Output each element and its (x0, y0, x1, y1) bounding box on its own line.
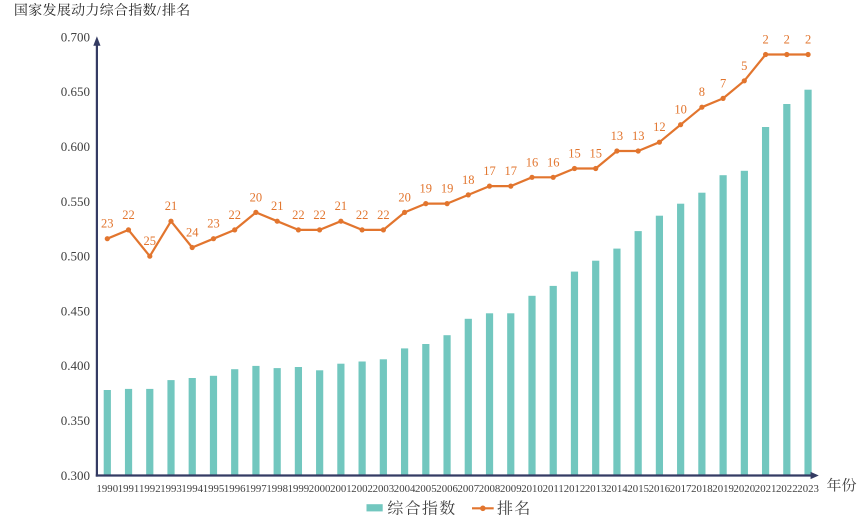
svg-text:2009: 2009 (500, 483, 522, 495)
svg-text:0.650: 0.650 (61, 84, 90, 99)
svg-text:2022: 2022 (776, 483, 798, 495)
svg-text:25: 25 (144, 234, 157, 248)
svg-text:22: 22 (228, 208, 241, 222)
svg-text:21: 21 (335, 199, 348, 213)
svg-text:2005: 2005 (415, 483, 437, 495)
svg-text:2015: 2015 (627, 483, 649, 495)
svg-text:12: 12 (653, 120, 666, 134)
svg-text:8: 8 (699, 85, 705, 99)
svg-text:2010: 2010 (521, 483, 543, 495)
svg-text:16: 16 (526, 155, 539, 169)
svg-text:22: 22 (377, 208, 390, 222)
svg-text:1995: 1995 (203, 483, 225, 495)
svg-text:7: 7 (720, 76, 726, 90)
svg-text:2001: 2001 (330, 483, 352, 495)
svg-text:21: 21 (271, 199, 284, 213)
svg-text:22: 22 (292, 208, 305, 222)
svg-text:2013: 2013 (585, 483, 607, 495)
svg-text:17: 17 (505, 164, 518, 178)
svg-text:0.500: 0.500 (61, 249, 90, 264)
svg-text:23: 23 (207, 217, 220, 231)
svg-text:0.600: 0.600 (61, 139, 90, 154)
svg-text:2021: 2021 (755, 483, 777, 495)
svg-text:19: 19 (420, 182, 433, 196)
svg-text:1994: 1994 (181, 483, 203, 495)
svg-text:22: 22 (356, 208, 369, 222)
svg-text:2014: 2014 (606, 483, 628, 495)
svg-text:2: 2 (762, 33, 768, 47)
svg-text:22: 22 (313, 208, 326, 222)
svg-text:19: 19 (441, 182, 454, 196)
svg-text:1996: 1996 (224, 483, 246, 495)
svg-text:21: 21 (165, 199, 178, 213)
svg-text:2008: 2008 (479, 483, 501, 495)
svg-text:17: 17 (483, 164, 496, 178)
svg-text:2017: 2017 (670, 483, 692, 495)
svg-text:/: / (157, 4, 161, 19)
svg-text:18: 18 (462, 173, 475, 187)
svg-text:1997: 1997 (245, 483, 267, 495)
svg-text:1990: 1990 (97, 483, 119, 495)
svg-text:22: 22 (122, 208, 135, 222)
svg-text:0.300: 0.300 (61, 468, 90, 483)
svg-text:5: 5 (741, 59, 747, 73)
svg-text:2020: 2020 (734, 483, 756, 495)
svg-text:1992: 1992 (139, 483, 161, 495)
svg-text:15: 15 (589, 147, 602, 161)
svg-text:13: 13 (632, 129, 645, 143)
svg-text:23: 23 (101, 217, 114, 231)
svg-text:0.400: 0.400 (61, 358, 90, 373)
svg-text:1999: 1999 (288, 483, 310, 495)
svg-text:2006: 2006 (436, 483, 458, 495)
svg-text:20: 20 (398, 190, 411, 204)
svg-text:20: 20 (250, 190, 263, 204)
svg-text:1998: 1998 (266, 483, 288, 495)
svg-text:2002: 2002 (351, 483, 373, 495)
svg-text:10: 10 (674, 103, 687, 117)
svg-text:2023: 2023 (797, 483, 819, 495)
svg-text:1991: 1991 (118, 483, 140, 495)
svg-text:2003: 2003 (373, 483, 395, 495)
svg-text:15: 15 (568, 147, 581, 161)
svg-text:2011: 2011 (543, 483, 564, 495)
svg-text:1993: 1993 (160, 483, 182, 495)
svg-text:2: 2 (784, 33, 790, 47)
svg-text:13: 13 (611, 129, 624, 143)
svg-text:24: 24 (186, 226, 199, 240)
svg-text:2: 2 (805, 33, 811, 47)
svg-text:2019: 2019 (712, 483, 734, 495)
svg-text:0.700: 0.700 (61, 29, 90, 44)
svg-text:2007: 2007 (458, 483, 480, 495)
svg-text:16: 16 (547, 155, 560, 169)
svg-text:0.350: 0.350 (61, 413, 90, 428)
svg-text:2004: 2004 (394, 483, 416, 495)
svg-text:0.450: 0.450 (61, 303, 90, 318)
svg-text:2012: 2012 (564, 483, 586, 495)
svg-text:2000: 2000 (309, 483, 331, 495)
svg-text:2016: 2016 (649, 483, 671, 495)
svg-text:2018: 2018 (691, 483, 713, 495)
svg-text:0.550: 0.550 (61, 194, 90, 209)
